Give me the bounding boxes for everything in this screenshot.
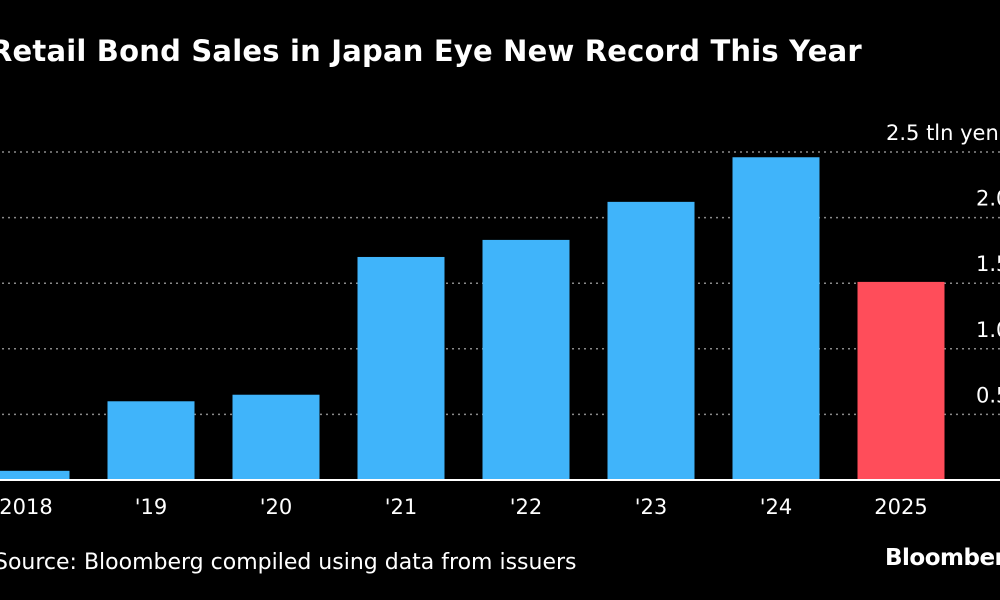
bar-2025 [857,281,945,480]
x-tick-label: '20 [260,495,293,519]
bar-24 [732,157,820,481]
bar-22 [482,239,570,480]
bar-19 [107,401,195,480]
y-tick-label: 0.5 [976,383,1000,407]
y-tick-label: 2.0 [976,187,1000,211]
bar-20 [232,394,320,480]
x-tick-labels: 2018 '19 '20 '21 '22 '23 '24 2025 [0,495,928,519]
x-tick-label: '21 [385,495,418,519]
y-tick-label: 1.0 [976,318,1000,342]
x-tick-label: '22 [510,495,543,519]
x-tick-label: '19 [135,495,168,519]
bar-21 [357,256,445,480]
x-tick-label: '24 [760,495,793,519]
x-tick-label: 2018 [0,495,53,519]
x-tick-label: 2025 [874,495,927,519]
y-tick-labels: 0.5 1.0 1.5 2.0 2.5 tln yen [886,121,1000,407]
y-tick-label: 1.5 [976,252,1000,276]
source-note: Source: Bloomberg compiled using data fr… [0,550,577,575]
chart-title: Retail Bond Sales in Japan Eye New Recor… [0,34,862,68]
bar-2018 [0,470,70,480]
bars [0,157,945,481]
bloomberg-logo: Bloomberg [885,545,1000,571]
x-tick-label: '23 [635,495,668,519]
y-tick-label: 2.5 tln yen [886,121,999,145]
bar-23 [607,201,695,480]
